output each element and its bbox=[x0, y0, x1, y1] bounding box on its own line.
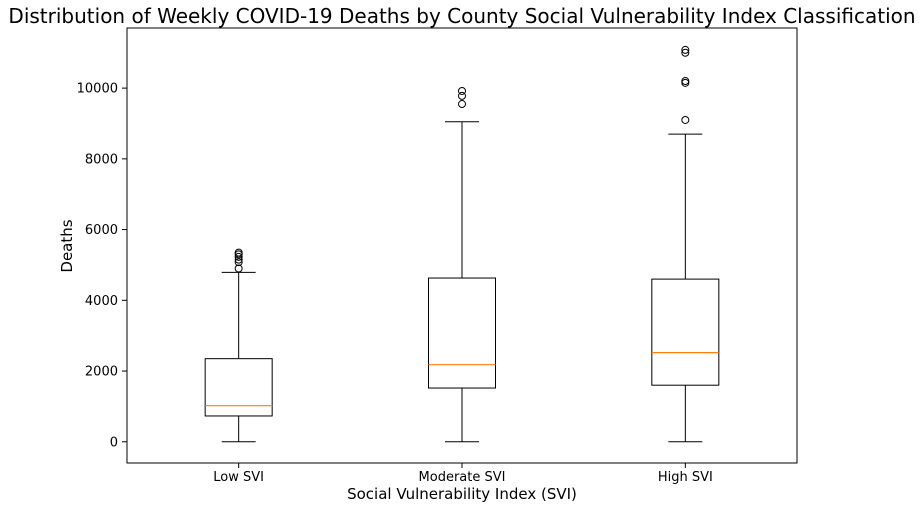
y-axis-label: Deaths bbox=[58, 219, 76, 272]
outlier-point bbox=[234, 248, 243, 257]
outlier-point bbox=[458, 91, 466, 100]
outlier-point bbox=[681, 115, 690, 124]
outlier-point bbox=[234, 258, 243, 267]
box-group bbox=[651, 45, 720, 443]
x-tick-label: Low SVI bbox=[213, 470, 264, 485]
plot-area: 0 2000 4000 6000 8000 10000 Low SVI Moderate SV… bbox=[77, 27, 798, 485]
x-tick-label: Moderate SVI bbox=[419, 470, 506, 485]
outlier-point bbox=[234, 252, 243, 261]
y-axis-ticks: 0 2000 4000 6000 8000 10000 bbox=[77, 82, 127, 450]
outlier-point bbox=[681, 48, 690, 57]
box-group bbox=[428, 86, 496, 443]
y-tick-label: 4000 bbox=[85, 294, 118, 309]
chart-title: Distribution of Weekly COVID-19 Deaths b… bbox=[8, 4, 915, 28]
outlier-point bbox=[681, 77, 690, 86]
y-tick-label: 2000 bbox=[85, 365, 118, 380]
outlier-point bbox=[458, 86, 466, 95]
iqr-box bbox=[204, 358, 273, 417]
outlier-point bbox=[458, 100, 466, 109]
outlier-point bbox=[681, 45, 690, 54]
iqr-box bbox=[651, 278, 720, 386]
y-tick-label: 6000 bbox=[85, 223, 118, 238]
box-group bbox=[204, 248, 273, 443]
iqr-box bbox=[428, 277, 496, 389]
x-axis-ticks: Low SVI Moderate SVI High SVI bbox=[213, 463, 713, 485]
x-tick-label: High SVI bbox=[658, 470, 713, 485]
outlier-point bbox=[234, 264, 243, 273]
x-axis-label: Social Vulnerability Index (SVI) bbox=[347, 485, 577, 503]
y-tick-label: 8000 bbox=[85, 152, 118, 167]
y-tick-label: 10000 bbox=[77, 82, 118, 97]
y-tick-label: 0 bbox=[110, 435, 118, 450]
